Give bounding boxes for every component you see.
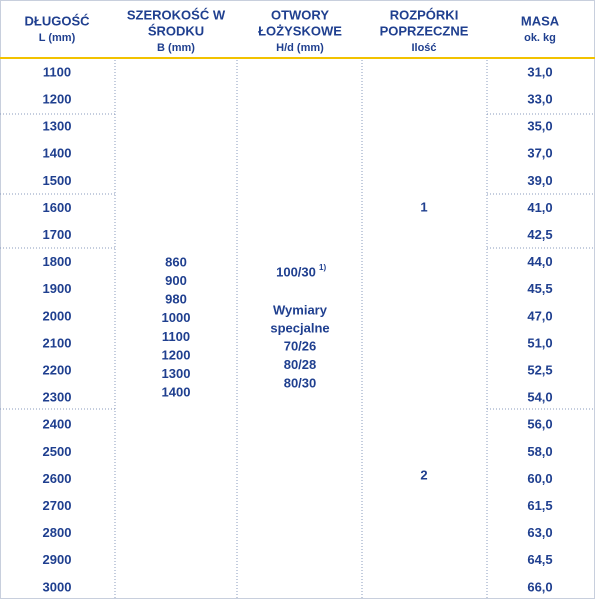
header-unit: L (mm) [39, 32, 76, 44]
width-cell: 1300 [162, 366, 191, 381]
hole-special-label: Wymiary [273, 302, 328, 317]
width-cell: 1400 [162, 385, 191, 400]
hole-special-label: specjalne [270, 320, 329, 335]
length-cell: 2200 [43, 363, 72, 378]
mass-cell: 64,5 [527, 552, 552, 567]
header-title: ROZPÓRKI [390, 7, 459, 22]
mass-cell: 51,0 [527, 335, 552, 350]
header-title: MASA [521, 13, 560, 28]
length-cell: 1900 [43, 281, 72, 296]
width-cell: 1200 [162, 347, 191, 362]
width-cell: 900 [165, 273, 187, 288]
width-cell: 860 [165, 254, 187, 269]
mass-cell: 45,5 [527, 281, 552, 296]
header-title: POPRZECZNE [380, 23, 469, 38]
length-cell: 2300 [43, 390, 72, 405]
length-cell: 1800 [43, 254, 72, 269]
hole-special-size: 80/28 [284, 357, 317, 372]
width-cell: 1100 [162, 329, 190, 344]
mass-cell: 63,0 [527, 525, 552, 540]
length-cell: 1700 [43, 227, 72, 242]
length-cell: 1400 [43, 146, 72, 161]
length-cell: 2600 [43, 471, 72, 486]
header-title: OTWORY [271, 7, 329, 22]
hole-footnote: 1) [319, 263, 326, 272]
header-unit: Ilość [411, 42, 436, 54]
group-separators [0, 113, 595, 410]
header-unit: B (mm) [157, 42, 195, 54]
length-cell: 2100 [43, 335, 72, 350]
mass-cell: 31,0 [527, 64, 552, 79]
mass-cell: 52,5 [527, 363, 552, 378]
header-title: ŚRODKU [148, 23, 204, 38]
length-cell: 2400 [43, 417, 72, 432]
length-cell: 1100 [43, 64, 71, 79]
mass-cell: 44,0 [527, 254, 552, 269]
mass-cell: 58,0 [527, 444, 552, 459]
width-cell: 1000 [162, 310, 191, 325]
length-cell: 3000 [43, 579, 72, 594]
length-cell: 1200 [43, 92, 72, 107]
mass-cell: 66,0 [527, 579, 552, 594]
hole-standard: 100/30 [276, 264, 316, 279]
length-cell: 2800 [43, 525, 72, 540]
header-unit: H/d (mm) [276, 42, 324, 54]
hole-special-size: 70/26 [284, 338, 317, 353]
mass-cell: 47,0 [527, 308, 552, 323]
spacer-count: 2 [420, 467, 427, 482]
mass-cell: 54,0 [527, 390, 552, 405]
mass-cell: 41,0 [527, 200, 552, 215]
header-title: ŁOŻYSKOWE [258, 23, 342, 38]
mass-cell: 33,0 [527, 92, 552, 107]
length-cell: 2900 [43, 552, 72, 567]
mass-cell: 35,0 [527, 119, 552, 134]
length-cell: 1300 [43, 119, 72, 134]
mass-cell: 56,0 [527, 417, 552, 432]
spacer-count: 1 [420, 199, 427, 214]
length-cell: 1500 [43, 173, 72, 188]
header-title: SZEROKOŚĆ W [127, 7, 226, 22]
hole-special-size: 80/30 [284, 375, 317, 390]
length-cell: 1600 [43, 200, 72, 215]
length-cell: 2000 [43, 308, 72, 323]
length-cell: 2500 [43, 444, 72, 459]
header-unit: ok. kg [524, 32, 556, 44]
mass-cell: 37,0 [527, 146, 552, 161]
length-cell: 2700 [43, 498, 72, 513]
width-cell: 980 [165, 292, 187, 307]
mass-cell: 60,0 [527, 471, 552, 486]
mass-cell: 42,5 [527, 227, 552, 242]
header-title: DŁUGOŚĆ [25, 13, 91, 28]
mass-cell: 61,5 [527, 498, 552, 513]
mass-cell: 39,0 [527, 173, 552, 188]
